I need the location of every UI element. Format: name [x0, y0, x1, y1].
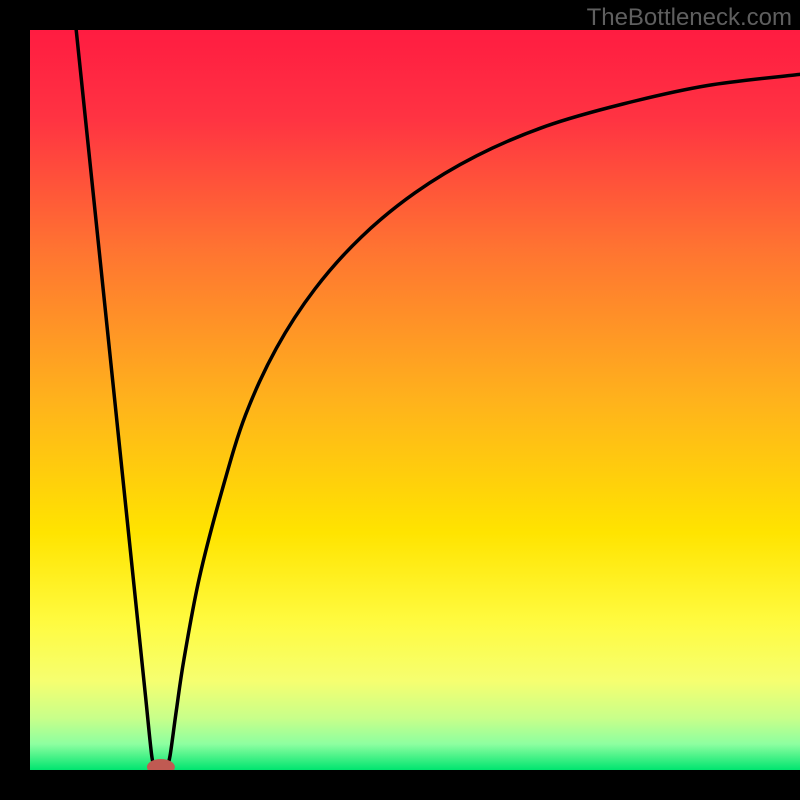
watermark-text: TheBottleneck.com	[587, 4, 792, 32]
chart-container: TheBottleneck.com	[0, 0, 800, 800]
chart-svg	[0, 0, 800, 800]
plot-background	[30, 30, 800, 770]
